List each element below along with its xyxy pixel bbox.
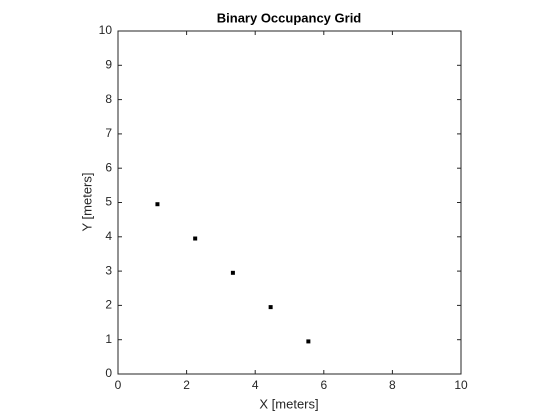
y-tick-label: 9 [105, 57, 112, 71]
x-tick-label: 0 [115, 378, 122, 392]
y-tick-label: 10 [99, 23, 113, 37]
occupied-cell [268, 305, 273, 310]
y-axis-label: Y [meters] [79, 172, 94, 231]
y-tick-label: 0 [105, 366, 112, 380]
x-tick-label: 2 [183, 378, 190, 392]
x-axis-label: X [meters] [259, 396, 318, 411]
y-tick-label: 6 [105, 160, 112, 174]
occupied-cell [193, 236, 198, 241]
y-tick-label: 2 [105, 298, 112, 312]
y-tick-label: 4 [105, 229, 112, 243]
y-tick-label: 3 [105, 263, 112, 277]
y-tick-label: 8 [105, 92, 112, 106]
chart-title: Binary Occupancy Grid [217, 10, 362, 25]
occupied-cell [155, 202, 160, 207]
x-tick-label: 4 [252, 378, 259, 392]
occupied-cell [306, 339, 311, 344]
y-tick-label: 1 [105, 332, 112, 346]
y-tick-label: 5 [105, 195, 112, 209]
x-tick-label: 10 [454, 378, 468, 392]
x-tick-label: 8 [389, 378, 396, 392]
occupied-cell [230, 270, 235, 275]
x-tick-label: 6 [320, 378, 327, 392]
y-tick-label: 7 [105, 126, 112, 140]
